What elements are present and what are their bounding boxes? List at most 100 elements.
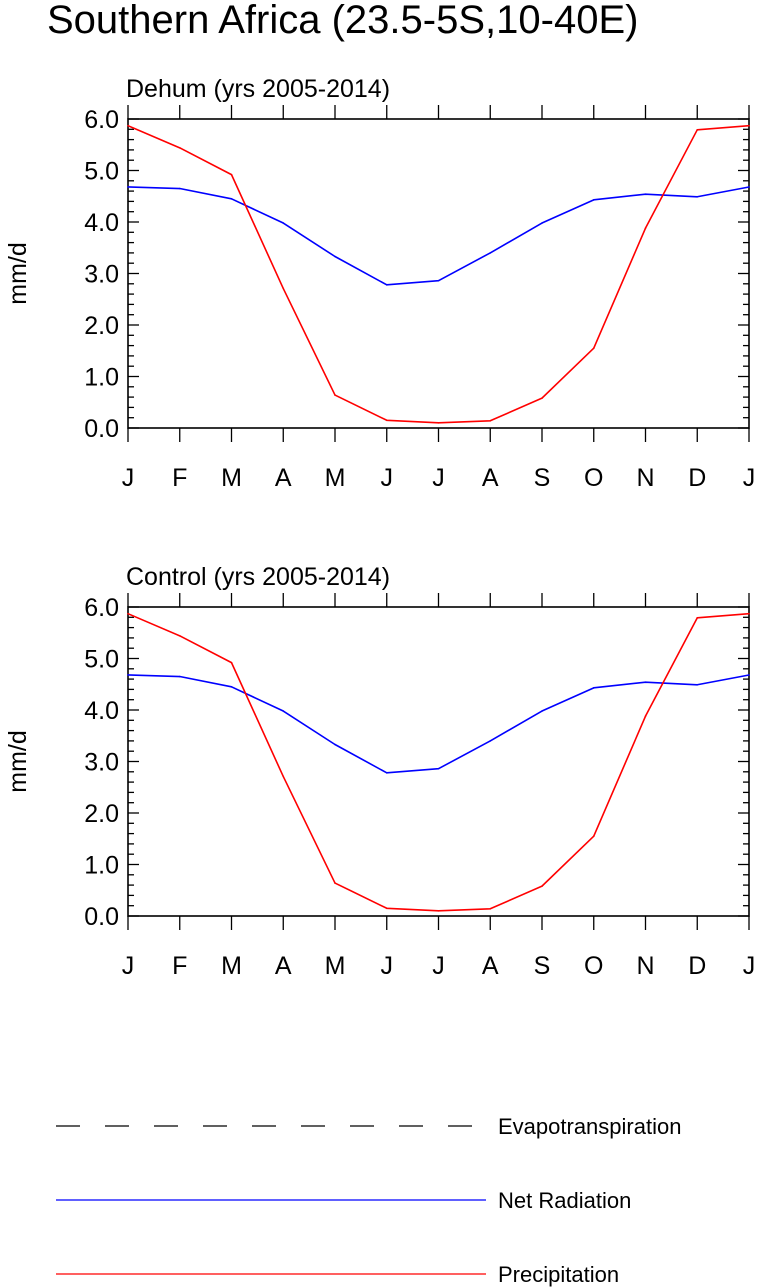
x-tick-label: J	[122, 464, 135, 492]
x-tick-label: F	[172, 464, 187, 492]
data-point-net-radiation	[127, 186, 129, 188]
x-tick-label: S	[534, 952, 551, 980]
x-tick-label: M	[221, 464, 242, 492]
data-point-net-radiation	[748, 674, 750, 676]
x-tick-label: M	[221, 952, 242, 980]
data-point-net-radiation	[437, 279, 440, 282]
data-point-precipitation	[178, 635, 181, 637]
data-point-precipitation	[644, 227, 647, 229]
x-tick-label: O	[584, 464, 603, 492]
data-point-net-radiation	[127, 674, 129, 676]
data-point-precipitation	[592, 835, 595, 837]
x-tick-label: J	[122, 952, 135, 980]
data-point-precipitation	[282, 287, 285, 290]
x-tick-label: A	[275, 464, 292, 492]
x-tick-label: N	[636, 464, 654, 492]
y-tick-label: 4.0	[84, 209, 119, 237]
series-line-net-radiation	[127, 186, 750, 286]
data-point-precipitation	[282, 775, 285, 778]
data-point-net-radiation	[748, 186, 750, 188]
x-tick-label: A	[482, 464, 499, 492]
x-tick-label: O	[584, 952, 603, 980]
x-tick-label: J	[743, 952, 756, 980]
x-tick-label: A	[482, 952, 499, 980]
y-tick-label: 2.0	[84, 312, 119, 340]
x-tick-label: A	[275, 952, 292, 980]
series-line-precipitation	[127, 124, 750, 424]
data-point-net-radiation	[644, 681, 647, 683]
x-tick-label: D	[688, 464, 706, 492]
panel-2: Control (yrs 2005-2014) mm/d 0.0 1.0 2.0 3.0 4…	[4, 563, 755, 980]
x-tick-label: J	[432, 464, 445, 492]
data-point-precipitation	[696, 129, 699, 131]
y-tick-label: 6.0	[84, 594, 119, 622]
x-tick-label: S	[534, 464, 551, 492]
data-point-net-radiation	[437, 767, 440, 770]
data-point-net-radiation	[178, 675, 181, 678]
data-point-precipitation	[489, 419, 492, 422]
data-point-precipitation	[748, 124, 750, 127]
data-point-precipitation	[230, 661, 233, 664]
data-point-precipitation	[696, 617, 699, 619]
panel-title: Control (yrs 2005-2014)	[126, 563, 390, 591]
y-tick-label: 4.0	[84, 697, 119, 725]
data-point-net-radiation	[230, 686, 233, 688]
y-tick-label: 1.0	[84, 852, 119, 880]
data-point-net-radiation	[282, 710, 285, 712]
y-tick-label: 2.0	[84, 800, 119, 828]
data-point-precipitation	[127, 612, 129, 615]
panel-1: Dehum (yrs 2005-2014) mm/d 0.0 1.0 2.0 3.0 4.0…	[4, 75, 755, 492]
data-point-net-radiation	[178, 187, 181, 190]
data-point-precipitation	[230, 173, 233, 176]
x-tick-label: J	[381, 952, 394, 980]
data-point-net-radiation	[696, 195, 699, 198]
data-point-precipitation	[334, 394, 336, 396]
data-point-net-radiation	[334, 255, 336, 258]
data-point-net-radiation	[592, 199, 595, 201]
data-point-precipitation	[644, 715, 647, 717]
data-point-precipitation	[385, 419, 388, 422]
plot-frame	[127, 118, 750, 429]
y-tick-label: 5.0	[84, 158, 119, 186]
data-point-precipitation	[489, 907, 492, 910]
data-point-precipitation	[748, 612, 750, 615]
panel-title: Dehum (yrs 2005-2014)	[126, 75, 390, 103]
data-point-net-radiation	[696, 683, 699, 686]
y-tick-label: 0.0	[84, 903, 119, 931]
y-tick-label: 3.0	[84, 749, 119, 777]
data-point-precipitation	[178, 147, 181, 149]
y-tick-label: 0.0	[84, 415, 119, 443]
data-point-precipitation	[592, 347, 595, 349]
y-axis-label: mm/d	[4, 242, 32, 305]
legend-label-net-radiation: Net Radiation	[498, 1188, 631, 1213]
data-point-net-radiation	[385, 772, 388, 774]
data-point-precipitation	[127, 124, 129, 127]
data-point-net-radiation	[334, 743, 336, 746]
y-axis-label: mm/d	[4, 730, 32, 793]
data-point-precipitation	[541, 885, 543, 887]
data-point-net-radiation	[489, 740, 492, 742]
x-tick-label: J	[381, 464, 394, 492]
data-point-precipitation	[541, 397, 543, 399]
y-tick-label: 6.0	[84, 106, 119, 134]
legend-label-precipitation: Precipitation	[498, 1262, 619, 1287]
series-line-precipitation	[127, 612, 750, 912]
data-point-precipitation	[334, 882, 336, 884]
data-point-precipitation	[437, 910, 440, 912]
figure-title: Southern Africa (23.5-5S,10-40E)	[47, 0, 639, 42]
x-tick-label: M	[325, 952, 346, 980]
data-point-net-radiation	[489, 252, 492, 254]
x-tick-label: D	[688, 952, 706, 980]
data-point-net-radiation	[282, 222, 285, 224]
series-line-net-radiation	[127, 674, 750, 774]
data-point-precipitation	[437, 422, 440, 424]
data-point-net-radiation	[644, 193, 647, 195]
y-tick-label: 5.0	[84, 646, 119, 674]
data-point-net-radiation	[592, 687, 595, 689]
plot-frame	[127, 606, 750, 917]
y-tick-label: 1.0	[84, 364, 119, 392]
y-tick-label: 3.0	[84, 261, 119, 289]
data-point-net-radiation	[541, 710, 543, 712]
legend-label-evapotranspiration: Evapotranspiration	[498, 1114, 681, 1139]
